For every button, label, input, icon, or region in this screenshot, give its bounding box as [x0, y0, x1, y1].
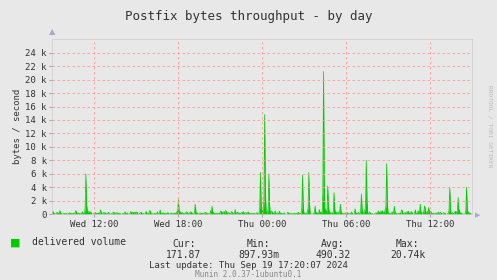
Text: Avg:: Avg: [321, 239, 345, 249]
Text: 490.32: 490.32 [316, 250, 350, 260]
Text: Last update: Thu Sep 19 17:20:07 2024: Last update: Thu Sep 19 17:20:07 2024 [149, 261, 348, 270]
Text: 20.74k: 20.74k [390, 250, 425, 260]
Text: Max:: Max: [396, 239, 419, 249]
Text: ▶: ▶ [475, 213, 480, 219]
Text: Postfix bytes throughput - by day: Postfix bytes throughput - by day [125, 10, 372, 23]
Text: ▲: ▲ [49, 27, 56, 36]
Text: delivered volume: delivered volume [32, 237, 126, 247]
Text: ■: ■ [10, 237, 20, 247]
Text: RRDTOOL / TOBI OETIKER: RRDTOOL / TOBI OETIKER [487, 85, 492, 167]
Text: 897.93m: 897.93m [238, 250, 279, 260]
Text: 171.87: 171.87 [166, 250, 201, 260]
Text: Min:: Min: [247, 239, 270, 249]
Text: Cur:: Cur: [172, 239, 196, 249]
Y-axis label: bytes / second: bytes / second [13, 89, 22, 164]
Text: Munin 2.0.37-1ubuntu0.1: Munin 2.0.37-1ubuntu0.1 [195, 270, 302, 279]
